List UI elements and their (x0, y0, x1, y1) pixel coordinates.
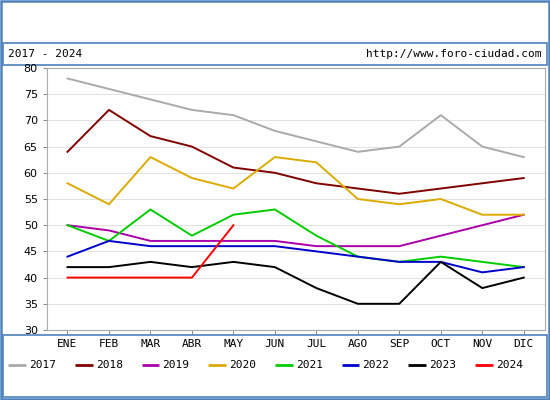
Text: 2021: 2021 (296, 360, 323, 370)
Text: http://www.foro-ciudad.com: http://www.foro-ciudad.com (366, 49, 542, 59)
Text: 2017 - 2024: 2017 - 2024 (8, 49, 82, 59)
Text: 2019: 2019 (163, 360, 190, 370)
Text: 2024: 2024 (496, 360, 523, 370)
Text: 2020: 2020 (229, 360, 256, 370)
Text: 2022: 2022 (362, 360, 389, 370)
Text: Evolucion del paro registrado en Nogales: Evolucion del paro registrado en Nogales (92, 14, 458, 28)
Text: 2023: 2023 (430, 360, 456, 370)
Text: 2018: 2018 (96, 360, 123, 370)
Text: 2017: 2017 (29, 360, 56, 370)
